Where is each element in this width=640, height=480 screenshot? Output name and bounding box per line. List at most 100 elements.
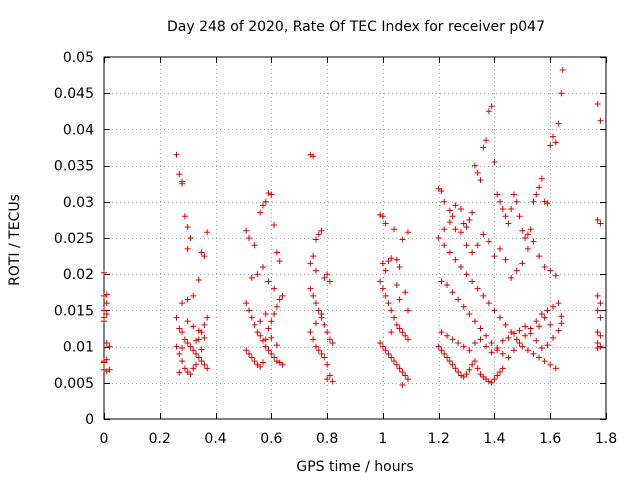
data-point: [377, 339, 384, 346]
data-point: [449, 361, 456, 368]
data-point: [452, 202, 459, 209]
grid-lines: [104, 57, 606, 419]
x-tick-label: 1.8: [595, 431, 617, 447]
data-point: [254, 329, 261, 336]
data-point: [485, 300, 492, 307]
data-point: [195, 354, 202, 361]
x-tick-label: 0.6: [260, 431, 282, 447]
data-point: [485, 108, 492, 115]
data-point: [480, 144, 487, 151]
data-point: [271, 354, 278, 361]
data-point: [259, 359, 266, 366]
data-point: [594, 292, 601, 299]
data-point: [193, 361, 200, 368]
data-point: [187, 371, 194, 378]
data-point: [204, 229, 211, 236]
data-point: [497, 314, 504, 321]
plot-frame: [103, 56, 607, 420]
data-point: [536, 354, 543, 361]
data-point: [533, 318, 540, 325]
data-point: [399, 381, 406, 388]
data-point: [382, 220, 389, 227]
data-point: [379, 343, 386, 350]
data-point: [510, 347, 517, 354]
data-point: [321, 321, 328, 328]
data-point: [435, 343, 442, 350]
data-point: [391, 226, 398, 233]
data-point: [491, 253, 498, 260]
data-point: [103, 311, 110, 318]
data-point: [173, 314, 180, 321]
data-point: [594, 216, 601, 223]
data-point: [379, 260, 386, 267]
data-point: [530, 350, 537, 357]
data-point: [173, 151, 180, 158]
data-point: [184, 296, 191, 303]
data-point: [268, 350, 275, 357]
data-point: [552, 139, 559, 146]
data-point: [550, 334, 557, 341]
data-point: [106, 366, 113, 373]
data-point: [176, 325, 183, 332]
data-point: [446, 358, 453, 365]
data-point: [558, 320, 565, 327]
data-point: [310, 336, 317, 343]
data-point: [469, 278, 476, 285]
data-point: [310, 253, 317, 260]
data-point: [441, 198, 448, 205]
data-point: [181, 365, 188, 372]
data-point: [404, 307, 411, 314]
data-point: [307, 285, 314, 292]
data-point: [101, 307, 107, 314]
data-point: [271, 311, 278, 318]
data-point: [541, 358, 548, 365]
data-point: [276, 296, 283, 303]
data-point: [176, 350, 183, 357]
axis-ticks: [104, 57, 607, 420]
data-point: [101, 292, 107, 299]
data-point: [318, 311, 325, 318]
data-point: [471, 358, 478, 365]
data-point: [198, 346, 205, 353]
data-point: [457, 206, 464, 213]
data-point: [243, 300, 250, 307]
data-point: [559, 67, 566, 74]
data-point: [190, 347, 197, 354]
data-point: [594, 307, 601, 314]
data-point: [396, 296, 403, 303]
data-point: [519, 343, 526, 350]
data-point: [273, 303, 280, 310]
data-point: [485, 378, 492, 385]
data-point: [307, 260, 314, 267]
data-point: [248, 314, 255, 321]
data-point: [257, 318, 264, 325]
data-point: [388, 307, 395, 314]
x-tick-label: 0.8: [316, 431, 338, 447]
data-point: [477, 177, 484, 184]
data-point: [519, 260, 526, 267]
data-point: [106, 343, 113, 350]
data-point: [385, 350, 392, 357]
data-point: [488, 379, 495, 386]
data-point: [190, 323, 197, 330]
data-point: [324, 376, 331, 383]
data-point: [279, 292, 286, 299]
data-point: [103, 368, 110, 375]
data-point: [547, 361, 554, 368]
data-point: [312, 320, 319, 327]
data-point: [491, 376, 498, 383]
data-point: [268, 334, 275, 341]
data-point: [441, 242, 448, 249]
data-point: [499, 337, 506, 344]
data-point: [438, 347, 445, 354]
data-point: [446, 249, 453, 256]
data-point: [190, 365, 197, 372]
x-tick-label: 0.2: [149, 431, 171, 447]
data-point: [536, 184, 543, 191]
data-point: [460, 374, 467, 381]
data-point: [460, 343, 467, 350]
x-tick-label: 1: [378, 431, 387, 447]
data-point: [101, 366, 107, 373]
data-point: [530, 198, 537, 205]
